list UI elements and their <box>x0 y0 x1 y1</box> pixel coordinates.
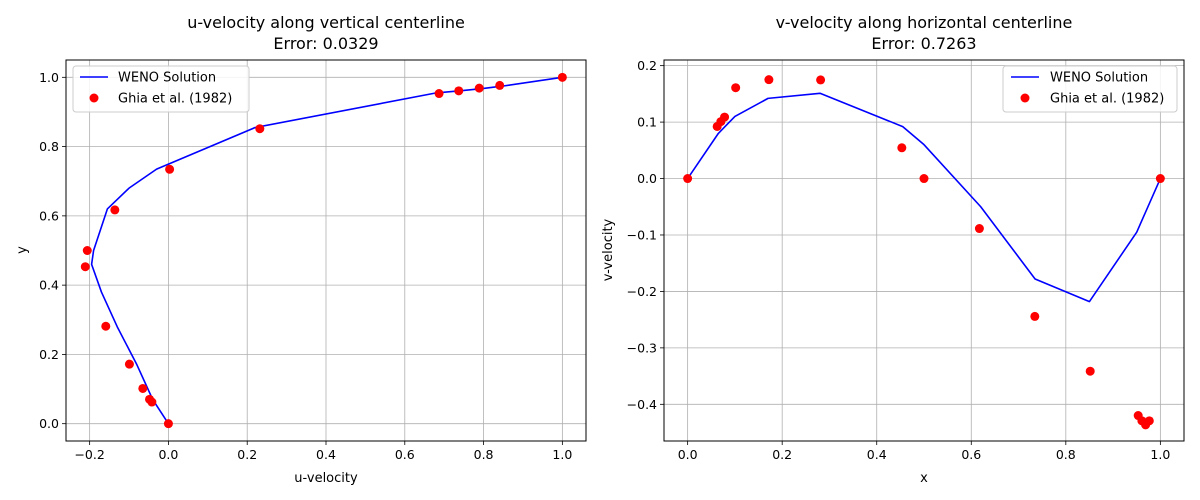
x-tick-label: 0.4 <box>316 447 336 462</box>
ghia-data-point <box>919 174 929 184</box>
legend-label-ghia: Ghia et al. (1982) <box>1050 92 1164 107</box>
ghia-data-point <box>138 383 148 393</box>
x-tick-label: −0.2 <box>74 447 104 462</box>
x-axis-label: u-velocity <box>294 471 358 486</box>
x-tick-label: 0.0 <box>678 447 698 462</box>
ghia-data-point <box>1085 366 1095 376</box>
y-tick-label: 0.6 <box>39 208 59 223</box>
x-tick-label: 0.2 <box>237 447 257 462</box>
y-tick-label: 0.4 <box>39 278 59 293</box>
x-axis-label: x <box>920 471 928 486</box>
grid <box>66 60 586 441</box>
ghia-data-point <box>124 359 134 369</box>
y-tick-label: 0.2 <box>637 58 657 73</box>
y-tick-label: 0.0 <box>39 416 59 431</box>
y-tick-label: 1.0 <box>39 70 59 85</box>
chart-title: u-velocity along vertical centerline <box>187 13 465 32</box>
legend-label-weno: WENO Solution <box>1050 71 1148 86</box>
ghia-data-point <box>80 262 90 272</box>
axes-frame <box>663 59 1185 442</box>
ghia-data-point <box>474 83 484 93</box>
legend-marker-swatch <box>89 93 99 103</box>
ghia-data-point <box>720 112 730 122</box>
chart-subtitle: Error: 0.7263 <box>871 34 976 53</box>
chart-title: v-velocity along horizontal centerline <box>776 13 1073 32</box>
ghia-data-point <box>454 86 464 96</box>
ghia-data-point <box>816 75 826 85</box>
y-tick-label: 0.2 <box>39 347 59 362</box>
ghia-data-point <box>145 394 155 404</box>
weno-solution-line <box>90 76 563 425</box>
x-tick-label: 0.0 <box>158 447 178 462</box>
x-tick-label: 0.4 <box>867 447 887 462</box>
ghia-data-point <box>974 224 984 234</box>
ghia-data-point <box>731 83 741 93</box>
weno-solution-line <box>686 92 1162 303</box>
ghia-data-point <box>110 205 120 215</box>
y-axis-label: v-velocity <box>601 218 616 281</box>
grid <box>664 60 1184 441</box>
y-tick-label: −0.4 <box>627 397 657 412</box>
ghia-data-point <box>557 72 567 82</box>
ghia-data-point <box>1144 416 1154 426</box>
y-tick-label: −0.3 <box>627 340 657 355</box>
legend: WENO Solution Ghia et al. (1982) <box>1002 65 1178 113</box>
legend-box <box>1002 65 1178 113</box>
ticks: 0.0 0.2 0.4 0.6 0.8 1.0 −0.4 −0.3 −0.2 −0.1 0.0 0.1… <box>627 58 1171 462</box>
y-tick-label: −0.2 <box>627 284 657 299</box>
ghia-data-point <box>165 164 175 174</box>
ticks: −0.2 0.0 0.2 0.4 0.6 0.8 1.0 0.0 0.2 0.4 0.6 0.8 1.0 <box>39 70 572 462</box>
legend-box <box>72 65 250 113</box>
u-velocity-chart: u-velocity along vertical centerline Err… <box>15 13 587 486</box>
ghia-data-point <box>434 89 444 99</box>
chart-subtitle: Error: 0.0329 <box>273 34 378 53</box>
ghia-data-point <box>255 124 265 134</box>
ghia-data-point <box>764 75 774 85</box>
y-tick-label: 0.0 <box>637 171 657 186</box>
plot-area <box>80 72 567 429</box>
legend-marker-swatch <box>1020 93 1030 103</box>
y-tick-label: 0.8 <box>39 139 59 154</box>
ghia-data-point <box>897 143 907 153</box>
x-tick-label: 1.0 <box>552 447 572 462</box>
legend: WENO Solution Ghia et al. (1982) <box>72 65 250 113</box>
plot-area <box>683 75 1165 430</box>
ghia-data-point <box>82 246 92 255</box>
x-tick-label: 0.8 <box>474 447 494 462</box>
legend-label-ghia: Ghia et al. (1982) <box>118 92 232 107</box>
ghia-data-point <box>683 174 693 184</box>
x-tick-label: 0.2 <box>772 447 792 462</box>
ghia-data-point <box>101 321 111 331</box>
x-tick-label: 0.6 <box>961 447 981 462</box>
ghia-data-point <box>163 419 173 429</box>
x-tick-label: 1.0 <box>1150 447 1170 462</box>
ghia-data-point <box>1155 174 1165 184</box>
x-tick-label: 0.8 <box>1056 447 1076 462</box>
v-velocity-chart: v-velocity along horizontal centerline E… <box>601 13 1185 486</box>
y-tick-label: 0.1 <box>637 115 657 130</box>
ghia-data-point <box>495 80 505 90</box>
x-tick-label: 0.6 <box>395 447 415 462</box>
y-tick-label: −0.1 <box>627 227 657 242</box>
ghia-data-point <box>1030 311 1040 321</box>
y-axis-label: y <box>15 246 30 254</box>
legend-label-weno: WENO Solution <box>118 71 216 86</box>
